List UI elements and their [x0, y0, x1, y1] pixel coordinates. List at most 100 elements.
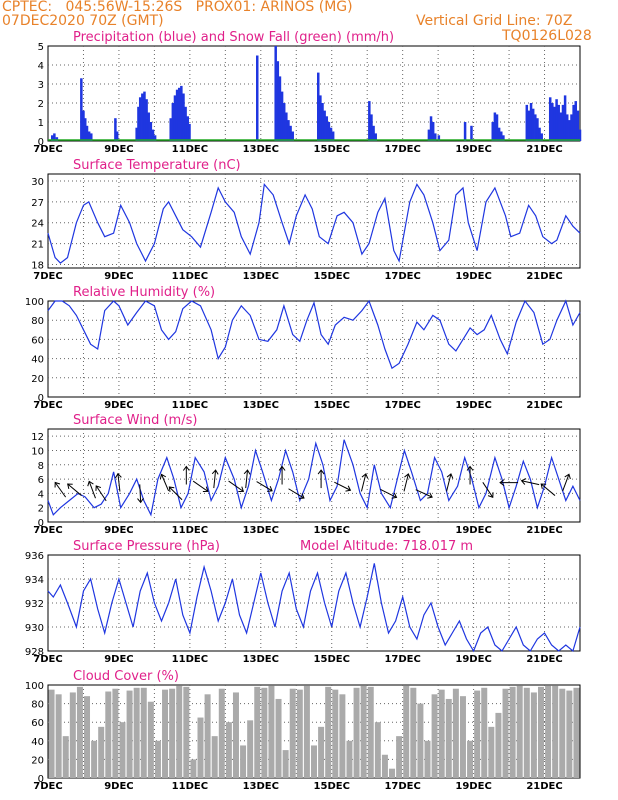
- wind-arrow-head: [404, 473, 411, 479]
- bar: [311, 745, 317, 778]
- bar: [568, 120, 571, 141]
- x-tick-label: 15DEC: [314, 781, 350, 792]
- plot-frame: [47, 428, 581, 523]
- bar: [55, 137, 59, 141]
- bar: [204, 694, 211, 778]
- bar: [502, 135, 505, 141]
- bar: [53, 133, 56, 141]
- bar: [105, 691, 112, 778]
- x-tick-label: 13DEC: [243, 525, 279, 536]
- wind-arrow-head: [345, 485, 352, 492]
- x-tick-label: 15DEC: [314, 271, 350, 282]
- y-tick-label: 40: [31, 355, 44, 366]
- chart-title: Cloud Cover (%): [73, 669, 179, 684]
- bar: [424, 740, 431, 778]
- bar: [529, 103, 533, 141]
- bar: [525, 104, 529, 141]
- x-tick-label: 19DEC: [455, 400, 491, 411]
- y-tick-label: 18: [31, 261, 44, 272]
- wind-arrow: [403, 473, 409, 492]
- wind-arrow: [446, 473, 452, 492]
- bar: [84, 696, 91, 778]
- chart-title: Precipitation (blue) and Snow Fall (gree…: [73, 30, 394, 45]
- wind-arrow-head: [317, 469, 325, 475]
- bar: [561, 104, 565, 141]
- wind-arrow: [168, 486, 183, 501]
- header-grid-line: Vertical Grid Line: 70Z: [416, 13, 573, 29]
- x-tick-label: 11DEC: [172, 144, 208, 155]
- wind-arrow: [95, 485, 107, 502]
- bar: [502, 688, 509, 778]
- bar: [319, 95, 322, 141]
- bar: [143, 91, 146, 141]
- bar: [276, 61, 280, 142]
- wind-arrow: [482, 482, 494, 498]
- bar: [169, 688, 176, 778]
- bar: [551, 103, 554, 141]
- wind-arrow: [213, 470, 217, 489]
- y-tick-label: 0: [38, 518, 44, 529]
- bar: [403, 685, 410, 778]
- bar: [323, 110, 326, 141]
- bar: [346, 740, 353, 778]
- bar: [545, 685, 552, 778]
- bar: [327, 122, 331, 141]
- bar: [275, 698, 282, 778]
- x-tick-label: 21DEC: [526, 525, 562, 536]
- x-tick-label: 17DEC: [384, 781, 420, 792]
- bar: [291, 131, 294, 141]
- wind-arrow-head: [487, 492, 494, 498]
- bar: [240, 745, 247, 778]
- bar: [169, 118, 172, 141]
- x-tick-label: 7DEC: [33, 400, 62, 411]
- y-tick-label: 10: [31, 446, 44, 457]
- y-tick-label: 60: [31, 335, 44, 346]
- bar: [572, 104, 575, 141]
- x-tick-label: 17DEC: [384, 144, 420, 155]
- bar: [427, 129, 431, 141]
- chart-panel-2: 18 21 24 27 30 7DEC 9DEC 11DEC 13DEC 15DEC 17DEC 19…: [31, 158, 581, 282]
- bar: [175, 89, 179, 141]
- x-tick-label: 13DEC: [243, 654, 279, 665]
- bar: [225, 722, 232, 778]
- bar: [176, 685, 183, 778]
- wind-arrow-head: [168, 486, 175, 493]
- x-tick-label: 11DEC: [172, 525, 208, 536]
- x-tick-label: 7DEC: [33, 654, 62, 665]
- wind-arrow: [161, 474, 170, 492]
- chart-panel-1: 0 1 2 3 4 5 7DEC 9DEC 11DEC 13DEC 15DEC 17DEC 19DEC 2…: [33, 30, 582, 155]
- wind-arrow-head: [243, 469, 251, 475]
- bar: [184, 106, 187, 141]
- bar: [83, 118, 87, 141]
- bar: [177, 87, 181, 141]
- bar: [85, 125, 89, 141]
- bar: [51, 135, 54, 141]
- y-tick-label: 80: [31, 316, 44, 327]
- bar: [115, 131, 119, 141]
- bar: [459, 696, 466, 778]
- wind-arrow-head: [391, 492, 398, 499]
- x-tick-label: 7DEC: [33, 525, 62, 536]
- bar: [367, 686, 374, 778]
- bar: [565, 114, 569, 141]
- wind-arrow-head: [267, 486, 273, 492]
- x-tick-label: 19DEC: [455, 271, 491, 282]
- chart-title: Surface Pressure (hPa): [73, 539, 220, 554]
- series-line: [47, 182, 581, 264]
- chart-panel-5: 928 930 932 934 936 7DEC 9DEC 11DEC 13DEC 15DEC 17…: [25, 539, 581, 665]
- wind-arrow-head: [67, 483, 73, 490]
- bar: [287, 120, 290, 141]
- bar: [368, 101, 371, 141]
- bar: [80, 78, 83, 141]
- y-tick-label: 2: [38, 99, 44, 110]
- wind-arrow-head: [137, 497, 144, 504]
- bar: [559, 688, 566, 778]
- plot-frame: [47, 45, 581, 142]
- bar: [534, 114, 537, 141]
- bar: [126, 690, 133, 778]
- bar: [555, 99, 558, 141]
- wind-arrow-head: [466, 465, 474, 471]
- wind-arrow-head: [238, 486, 245, 493]
- wind-arrow-head: [499, 479, 505, 487]
- bar: [82, 110, 85, 141]
